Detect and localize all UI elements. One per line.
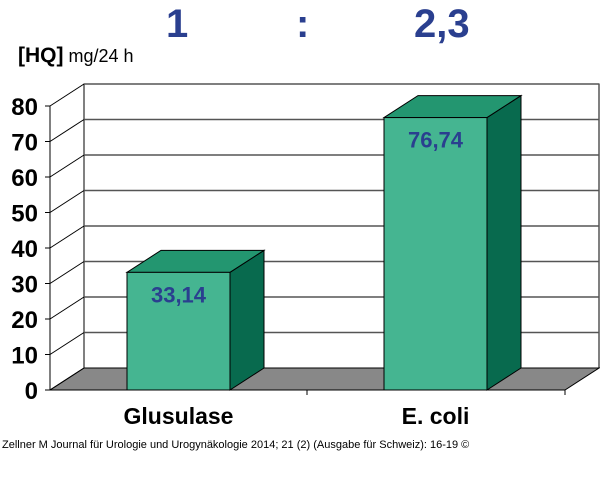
y-tick-label: 50 <box>11 201 38 228</box>
side-wall-line <box>49 367 85 391</box>
side-wall-line <box>49 190 85 213</box>
side-wall-line <box>49 332 85 355</box>
y-axis-unit: [HQ] mg/24 h <box>18 44 134 68</box>
y-tick-label: 40 <box>11 236 38 263</box>
side-wall-line <box>49 225 85 249</box>
y-axis-unit-text: mg/24 h <box>68 46 134 66</box>
y-tick-label: 60 <box>11 165 38 192</box>
side-wall-line <box>49 119 85 142</box>
side-wall-line <box>49 261 85 284</box>
x-category-label: E. coli <box>402 403 470 429</box>
y-tick-label: 30 <box>11 272 38 299</box>
y-tick-label: 70 <box>11 130 38 157</box>
ratio-right: 2,3 <box>414 2 470 46</box>
bar-value-label: 33,14 <box>151 282 207 307</box>
side-wall-line <box>49 296 85 320</box>
x-category-label: Glusulase <box>124 403 234 429</box>
bar-side <box>486 94 522 391</box>
y-tick-label: 0 <box>25 378 38 405</box>
y-tick-label: 20 <box>11 307 38 334</box>
bar-side <box>229 249 265 391</box>
ratio-left: 1 <box>166 2 189 46</box>
bar-front <box>383 117 488 391</box>
citation: Zellner M Journal für Urologie und Urogy… <box>2 439 470 451</box>
y-tick-label: 10 <box>11 343 38 370</box>
bar-value-label: 76,74 <box>408 128 464 153</box>
side-wall-line <box>49 83 85 107</box>
ratio-separator: : <box>296 2 310 46</box>
y-tick-label: 80 <box>11 94 38 121</box>
bar-front <box>126 271 231 391</box>
side-wall-line <box>49 154 85 178</box>
y-axis-unit-bold: [HQ] <box>18 44 64 67</box>
